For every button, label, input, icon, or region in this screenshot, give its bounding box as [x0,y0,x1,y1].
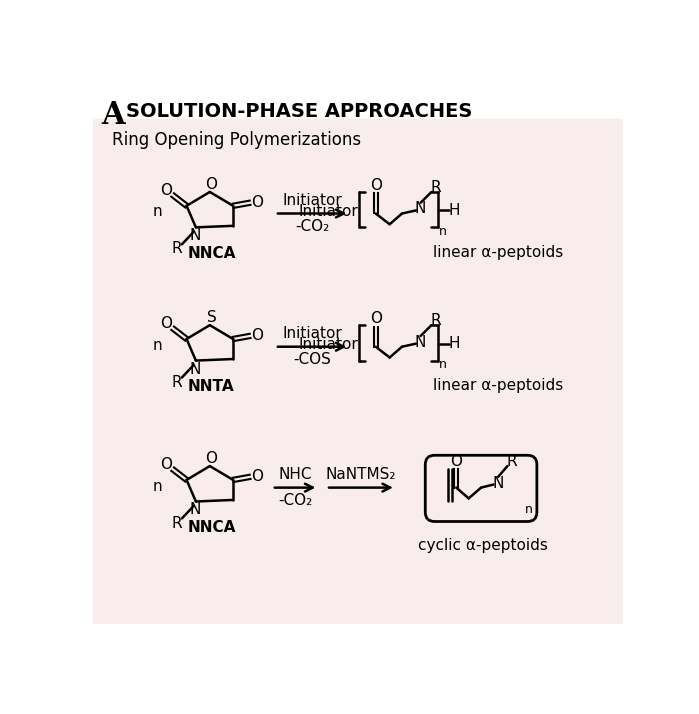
Text: O: O [450,454,462,469]
Text: O: O [251,469,263,484]
Text: O: O [206,177,217,192]
Text: O: O [370,311,382,326]
Text: n: n [438,225,446,238]
Text: N: N [189,228,201,243]
Text: R: R [172,241,182,256]
Text: H: H [449,203,461,218]
Text: N: N [415,201,426,216]
Text: O: O [206,451,217,466]
Text: NNTA: NNTA [188,379,235,394]
Text: Initiator: Initiator [282,326,342,341]
Text: Initiator: Initiator [299,203,359,218]
Text: Ring Opening Polymerizations: Ring Opening Polymerizations [112,131,361,149]
Text: NNCA: NNCA [187,521,236,536]
Text: -COS: -COS [293,352,331,367]
Text: N: N [492,476,504,491]
Text: n: n [152,478,162,493]
Text: n: n [152,204,162,219]
Text: R: R [507,454,517,469]
Text: -CO₂: -CO₂ [278,493,312,508]
Text: O: O [161,457,173,472]
Text: NaNTMS₂: NaNTMS₂ [326,467,396,482]
Text: A: A [101,100,125,131]
Text: N: N [189,361,201,376]
Text: R: R [172,375,182,390]
Text: O: O [161,316,173,331]
Text: R: R [431,180,442,195]
Text: linear α-peptoids: linear α-peptoids [433,244,563,259]
Text: Initiator: Initiator [299,337,359,352]
Text: SOLUTION-PHASE APPROACHES: SOLUTION-PHASE APPROACHES [126,102,473,121]
Text: N: N [415,335,426,350]
Text: O: O [161,183,173,198]
Text: S: S [206,310,216,325]
Text: -CO₂: -CO₂ [295,219,329,234]
Text: Initiator: Initiator [282,193,342,208]
FancyBboxPatch shape [93,119,623,624]
Text: linear α-peptoids: linear α-peptoids [433,378,563,393]
Text: cyclic α-peptoids: cyclic α-peptoids [418,538,547,553]
Text: NNCA: NNCA [187,246,236,261]
Text: R: R [431,313,442,328]
Text: H: H [449,336,461,351]
Text: O: O [251,195,263,210]
Text: n: n [438,358,446,371]
Text: O: O [370,178,382,193]
Text: n: n [525,503,533,516]
Text: N: N [189,503,201,518]
Text: NHC: NHC [278,467,312,482]
Text: n: n [152,338,162,353]
Text: R: R [172,516,182,531]
Text: O: O [251,328,263,343]
